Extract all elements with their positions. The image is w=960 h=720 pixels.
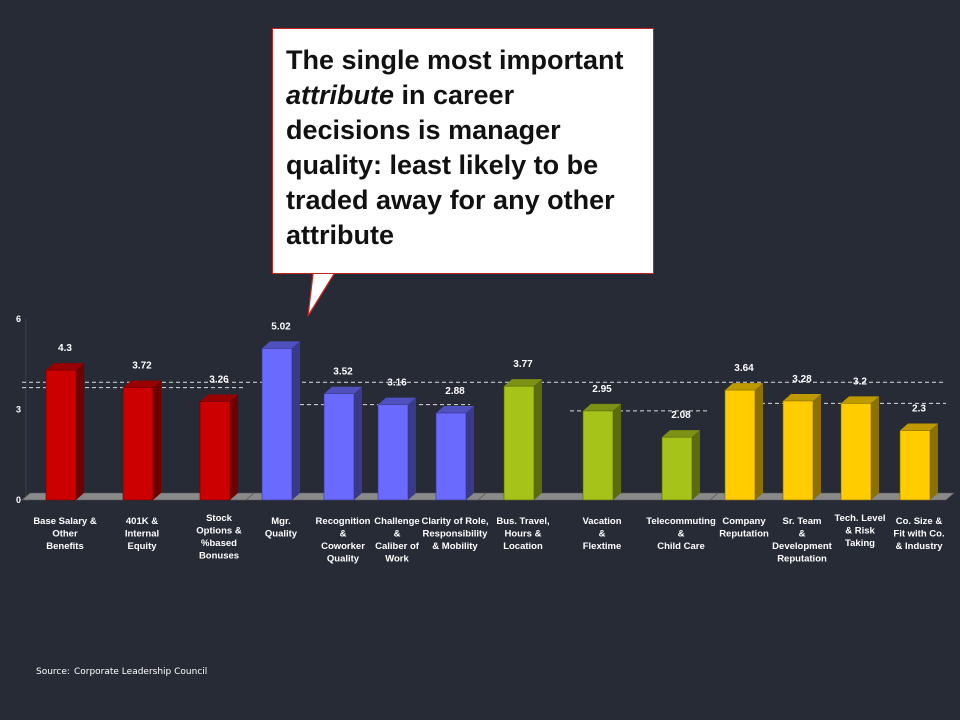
bar-top-10 xyxy=(725,383,763,391)
category-label-11: Sr. Team & Development Reputation xyxy=(772,516,832,565)
bar-side-2 xyxy=(230,394,238,500)
category-label-1: 401K & Internal Equity xyxy=(125,516,159,552)
bar-value-label-7: 3.77 xyxy=(513,359,533,370)
bar-top-7 xyxy=(504,379,542,387)
source-note: Source: Corporate Leadership Council xyxy=(36,667,207,677)
callout-text-pre: The single most important xyxy=(286,45,624,75)
category-label-6: Clarity of Role, Responsibility & Mobility xyxy=(421,516,488,552)
bar-4 xyxy=(323,393,355,501)
bar-top-2 xyxy=(200,394,238,402)
bar-side-9 xyxy=(692,430,700,500)
bar-top-9 xyxy=(662,430,700,438)
bar-side-0 xyxy=(76,363,84,500)
bar-side-5 xyxy=(408,397,416,500)
source-text: Corporate Leadership Council xyxy=(73,667,208,677)
bar-13 xyxy=(899,430,931,501)
bar-10 xyxy=(724,389,756,501)
bar-side-6 xyxy=(466,406,474,500)
bar-side-10 xyxy=(755,383,763,500)
bar-side-12 xyxy=(871,396,879,500)
bar-top-5 xyxy=(378,397,416,405)
bar-value-label-0: 4.3 xyxy=(58,343,72,354)
bar-value-label-6: 2.88 xyxy=(445,386,465,397)
category-label-2: Stock Options & %based Bonuses xyxy=(196,513,242,562)
bar-value-label-9: 2.08 xyxy=(671,410,691,421)
bar-1 xyxy=(122,387,154,501)
y-tick-label-0: 0 xyxy=(16,495,21,505)
bar-value-label-1: 3.72 xyxy=(132,361,152,372)
bar-side-3 xyxy=(292,341,300,500)
bar-2 xyxy=(199,401,231,501)
callout-text-emphasis: attribute xyxy=(286,80,394,110)
bar-top-13 xyxy=(900,423,938,431)
bar-top-8 xyxy=(583,403,621,411)
bar-11 xyxy=(782,400,814,501)
category-label-5: Challenge & Caliber of Work xyxy=(374,516,419,565)
bar-value-label-4: 3.52 xyxy=(333,367,353,378)
category-label-3: Mgr. Quality xyxy=(265,516,298,540)
category-label-7: Bus. Travel, Hours & Location xyxy=(496,516,549,552)
bar-top-3 xyxy=(262,341,300,349)
bar-top-6 xyxy=(436,406,474,414)
category-label-9: Telecommuting & Child Care xyxy=(646,516,716,552)
bar-side-4 xyxy=(354,386,362,500)
bar-value-label-12: 3.2 xyxy=(853,376,867,387)
bar-top-0 xyxy=(46,363,84,371)
category-label-12: Tech. Level & Risk Taking xyxy=(834,513,885,549)
bar-value-label-13: 2.3 xyxy=(912,404,926,415)
source-label: Source: xyxy=(36,667,70,677)
bar-value-label-11: 3.28 xyxy=(792,374,812,385)
category-label-0: Base Salary & Other Benefits xyxy=(33,516,97,552)
bar-7 xyxy=(503,385,535,501)
bar-top-1 xyxy=(123,380,161,388)
bar-5 xyxy=(377,404,409,501)
bar-side-1 xyxy=(153,380,161,500)
bar-value-label-8: 2.95 xyxy=(592,384,612,395)
bar-top-4 xyxy=(324,386,362,394)
bar-value-label-10: 3.64 xyxy=(734,363,754,374)
bar-value-label-2: 3.26 xyxy=(209,375,229,386)
bar-3 xyxy=(261,348,293,501)
category-label-10: Company Reputation xyxy=(719,516,769,540)
bar-12 xyxy=(840,403,872,501)
bar-top-11 xyxy=(783,393,821,401)
bar-side-13 xyxy=(930,423,938,500)
category-label-4: Recognition & Coworker Quality xyxy=(316,516,371,565)
y-tick-label-6: 6 xyxy=(16,314,21,324)
callout-pointer-outline xyxy=(307,273,335,317)
bar-value-label-3: 5.02 xyxy=(271,321,291,332)
bar-side-7 xyxy=(534,379,542,500)
callout-text-post: in career decisions is manager quality: … xyxy=(286,80,615,250)
category-label-8: Vacation & Flextime xyxy=(582,516,621,552)
bar-top-12 xyxy=(841,396,879,404)
bar-side-8 xyxy=(613,403,621,500)
callout-box: The single most important attribute in c… xyxy=(272,28,654,274)
bar-0 xyxy=(45,369,77,501)
bar-side-11 xyxy=(813,393,821,500)
category-label-13: Co. Size & Fit with Co. & Industry xyxy=(893,516,944,552)
bar-value-label-5: 3.16 xyxy=(387,378,407,389)
bar-6 xyxy=(435,412,467,501)
bar-8 xyxy=(582,410,614,501)
bar-9 xyxy=(661,436,693,501)
y-tick-label-3: 3 xyxy=(16,404,21,414)
